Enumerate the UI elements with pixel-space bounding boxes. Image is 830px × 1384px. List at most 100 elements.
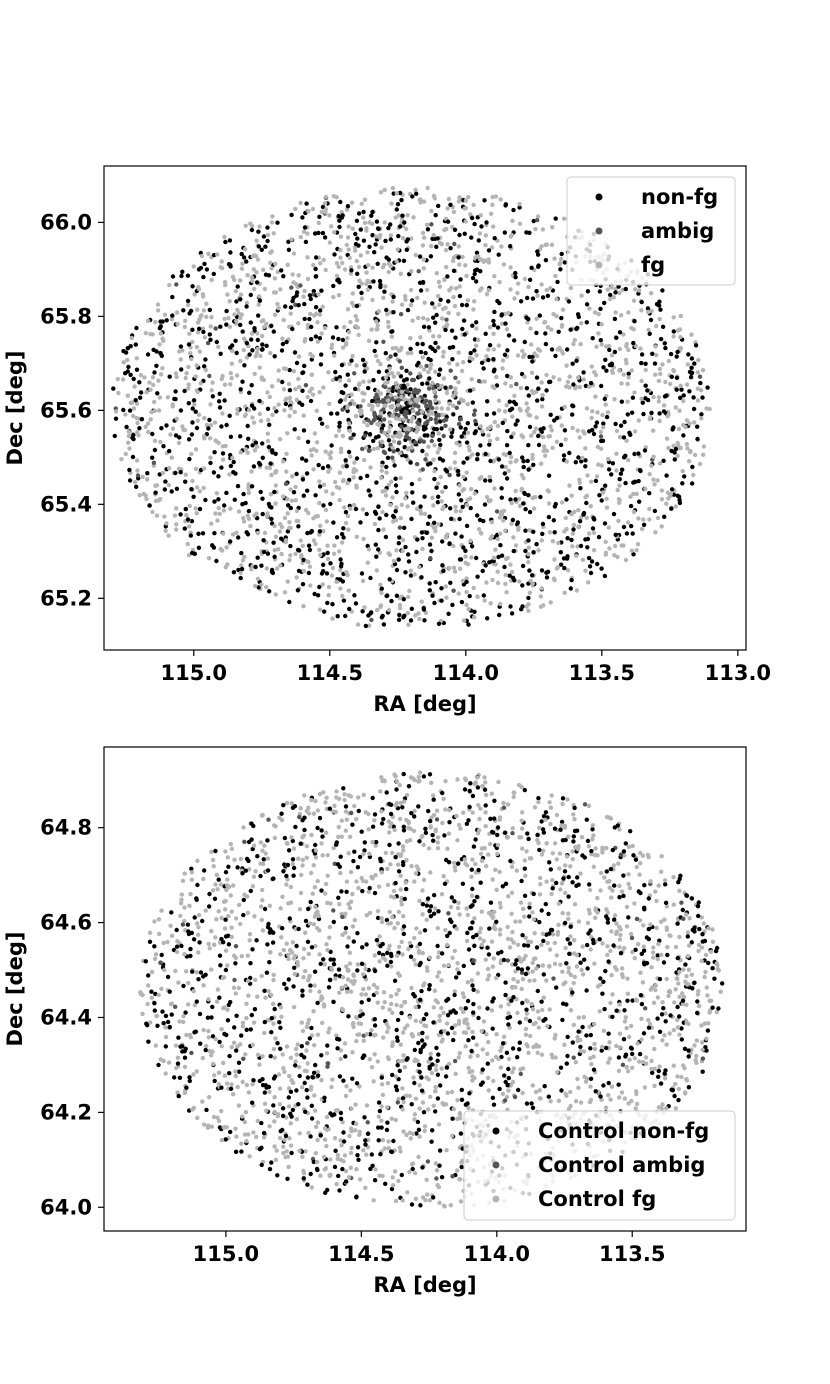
scatter-point (456, 244, 461, 249)
scatter-point (157, 395, 163, 400)
scatter-point (287, 324, 292, 330)
cluster-point (396, 371, 401, 376)
scatter-point (207, 332, 212, 337)
cluster-point (403, 453, 408, 459)
scatter-point (563, 945, 568, 951)
scatter-point (320, 582, 325, 587)
scatter-point (618, 951, 624, 956)
scatter-point (331, 919, 336, 925)
scatter-point (522, 339, 527, 345)
scatter-point (229, 361, 234, 366)
scatter-point (531, 550, 536, 555)
scatter-point (538, 882, 543, 887)
scatter-point (323, 1126, 328, 1131)
scatter-point (613, 310, 618, 315)
scatter-point (478, 443, 483, 448)
scatter-point (559, 256, 564, 262)
scatter-point (520, 977, 526, 982)
scatter-point (325, 424, 330, 430)
scatter-point (254, 444, 260, 449)
cluster-point (404, 368, 409, 373)
scatter-point (182, 526, 187, 531)
scatter-point (526, 467, 531, 472)
scatter-point (232, 497, 237, 502)
scatter-point (456, 199, 462, 204)
cluster-point (362, 433, 368, 438)
cluster-point (407, 436, 412, 441)
scatter-point (419, 530, 425, 535)
scatter-point (613, 532, 618, 537)
cluster-point (430, 433, 435, 439)
scatter-point (591, 530, 597, 535)
scatter-point (348, 1165, 353, 1171)
scatter-point (444, 469, 450, 474)
scatter-point (417, 1083, 422, 1088)
scatter-point (387, 943, 392, 948)
scatter-point (276, 306, 281, 311)
scatter-point (346, 935, 351, 940)
scatter-point (167, 374, 172, 379)
scatter-point (552, 961, 558, 966)
scatter-point (149, 995, 154, 1000)
scatter-point (400, 952, 405, 957)
cluster-point (378, 411, 384, 416)
scatter-point (386, 438, 392, 443)
scatter-point (556, 540, 561, 546)
scatter-point (426, 1107, 431, 1112)
scatter-point (295, 588, 301, 593)
scatter-point (590, 336, 595, 341)
scatter-point (374, 319, 379, 324)
scatter-point (687, 389, 692, 394)
scatter-point (167, 282, 172, 288)
scatter-point (441, 349, 446, 355)
cluster-point (378, 391, 383, 396)
scatter-point (691, 395, 696, 400)
scatter-point (279, 811, 284, 816)
cluster-point (346, 421, 352, 426)
scatter-point (585, 966, 590, 971)
scatter-point (347, 606, 352, 612)
scatter-point (666, 445, 671, 451)
scatter-point (536, 548, 541, 553)
scatter-point (147, 380, 152, 385)
scatter-point (352, 803, 357, 809)
scatter-point (131, 413, 136, 419)
scatter-point (296, 303, 301, 308)
scatter-point (150, 455, 155, 460)
legend-marker-ambig (595, 227, 603, 235)
scatter-point (332, 353, 337, 358)
scatter-point (598, 338, 603, 343)
cluster-point (423, 457, 428, 462)
scatter-point (704, 1036, 709, 1042)
scatter-point (716, 1006, 721, 1011)
scatter-point (251, 420, 257, 425)
scatter-point (674, 976, 679, 981)
scatter-point (630, 998, 635, 1003)
scatter-point (509, 454, 514, 460)
scatter-point (641, 411, 646, 417)
scatter-point (520, 810, 525, 815)
scatter-point (113, 416, 119, 421)
scatter-point (575, 544, 580, 549)
scatter-point (462, 430, 467, 436)
cluster-point (426, 369, 431, 375)
scatter-point (614, 468, 619, 473)
scatter-point (436, 203, 441, 209)
scatter-point (618, 932, 623, 938)
scatter-point (191, 398, 197, 403)
scatter-point (314, 408, 319, 413)
scatter-point (190, 478, 195, 484)
cluster-point (426, 412, 431, 418)
scatter-point (689, 896, 695, 901)
scatter-point (486, 288, 491, 293)
scatter-point (339, 540, 345, 545)
scatter-point (239, 550, 244, 556)
scatter-point (443, 535, 449, 540)
scatter-point (639, 378, 644, 384)
scatter-point (508, 604, 513, 609)
scatter-point (300, 477, 306, 482)
scatter-point (184, 513, 189, 518)
scatter-point (468, 505, 473, 511)
scatter-point (127, 446, 132, 451)
scatter-point (563, 437, 568, 442)
